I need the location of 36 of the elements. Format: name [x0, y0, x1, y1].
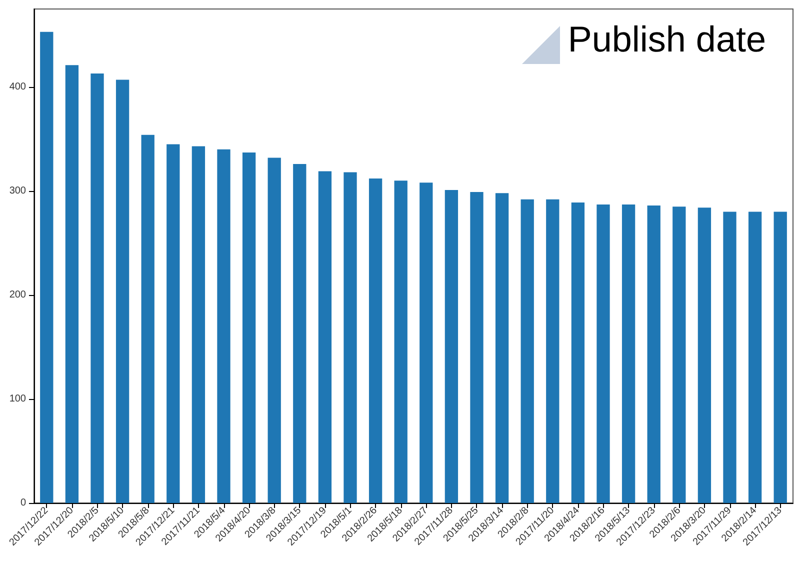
bar — [723, 212, 736, 503]
bar — [293, 164, 306, 503]
bar — [394, 180, 408, 503]
bar — [622, 204, 636, 503]
bar — [444, 190, 458, 503]
bar — [368, 178, 382, 503]
y-tick-label: 100 — [9, 394, 26, 404]
bar — [192, 146, 206, 503]
y-tick-label: 200 — [9, 290, 26, 300]
bar — [520, 199, 534, 503]
bar — [318, 171, 332, 503]
bar — [40, 32, 54, 503]
bar — [546, 199, 560, 503]
bar — [242, 152, 256, 503]
bar — [166, 144, 180, 503]
bar — [420, 182, 433, 503]
y-tick-label: 0 — [20, 498, 26, 508]
bar — [217, 149, 230, 503]
bar — [672, 206, 686, 503]
bar — [698, 208, 712, 503]
bar — [495, 193, 509, 503]
bar — [774, 212, 787, 503]
y-tick-label: 300 — [9, 186, 26, 196]
bar — [571, 202, 585, 503]
bar — [268, 158, 281, 503]
bar — [90, 73, 104, 503]
bar — [647, 206, 660, 503]
bar — [116, 80, 130, 503]
bar — [65, 65, 79, 503]
bar — [748, 212, 762, 503]
bar — [470, 192, 484, 503]
bar — [344, 172, 357, 503]
chart-title: Publish date — [568, 18, 766, 60]
bar — [596, 204, 610, 503]
y-tick-label: 400 — [9, 82, 26, 92]
bar — [141, 134, 154, 503]
